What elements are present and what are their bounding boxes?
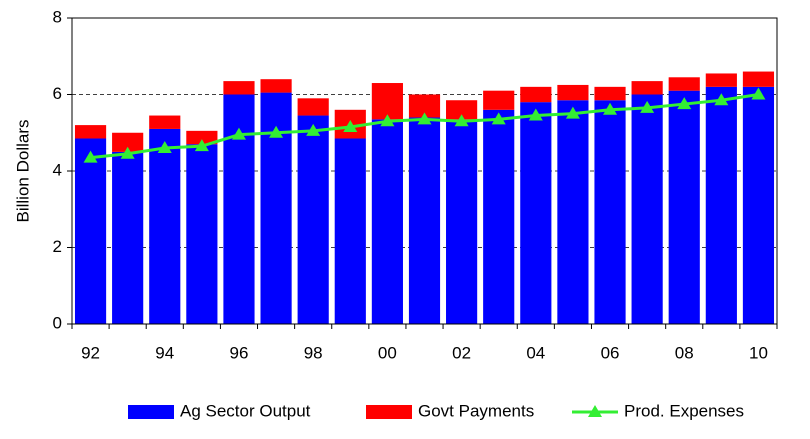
marker xyxy=(677,97,692,110)
bar-segment xyxy=(186,144,218,324)
marker xyxy=(231,127,246,140)
legend-label: Govt Payments xyxy=(418,401,534,420)
bar-segment xyxy=(446,119,478,324)
marker xyxy=(269,125,284,138)
marker xyxy=(751,87,766,100)
bar-segment xyxy=(668,77,700,91)
bar-segment xyxy=(631,81,663,95)
x-tick-label: 96 xyxy=(230,343,249,362)
bar-segment xyxy=(223,81,255,95)
marker xyxy=(491,112,506,125)
marker xyxy=(528,108,543,121)
bar-segment xyxy=(149,115,181,129)
bar-segment xyxy=(483,90,515,110)
bar-segment xyxy=(742,71,775,87)
marker xyxy=(640,100,655,113)
legend-marker xyxy=(588,405,602,417)
bar-segment xyxy=(594,100,626,324)
marker xyxy=(83,150,98,163)
marker xyxy=(157,141,172,154)
plot-frame xyxy=(71,17,778,325)
y-tick-label: 6 xyxy=(53,84,62,103)
y-axis-label: Billion Dollars xyxy=(13,120,32,223)
bar-segment xyxy=(631,94,663,324)
bar-segment xyxy=(112,151,144,324)
legend-label: Ag Sector Output xyxy=(180,401,311,420)
marker xyxy=(454,114,469,127)
bar-segment xyxy=(334,138,366,324)
bar-segment xyxy=(260,79,292,93)
legend-label: Prod. Expenses xyxy=(624,401,744,420)
bar-segment xyxy=(520,86,552,103)
bar-segment xyxy=(705,73,737,87)
marker xyxy=(120,146,135,159)
marker xyxy=(603,102,618,115)
bar-segment xyxy=(557,84,589,101)
x-tick-label: 98 xyxy=(304,343,323,362)
bar-segment xyxy=(557,100,589,324)
bar-segment xyxy=(594,86,626,101)
bar-segment xyxy=(705,86,737,324)
marker xyxy=(417,112,432,125)
x-tick-label: 92 xyxy=(81,343,100,362)
x-tick-label: 06 xyxy=(601,343,620,362)
marker xyxy=(380,114,395,127)
bar-segment xyxy=(74,125,107,139)
bar-segment xyxy=(520,102,552,325)
y-tick-label: 4 xyxy=(53,160,62,179)
x-tick-label: 02 xyxy=(452,343,471,362)
y-tick-label: 0 xyxy=(53,313,62,332)
bar-segment xyxy=(297,115,329,324)
bar-segment xyxy=(371,83,403,120)
marker xyxy=(714,93,729,106)
y-tick-label: 2 xyxy=(53,237,62,256)
legend-swatch xyxy=(366,405,412,419)
x-tick-label: 00 xyxy=(378,343,397,362)
bar-segment xyxy=(149,128,181,324)
x-tick-label: 04 xyxy=(526,343,545,362)
x-tick-label: 10 xyxy=(749,343,768,362)
bar-segment xyxy=(112,132,144,152)
bar-segment xyxy=(408,117,441,324)
bar-segment xyxy=(297,98,329,116)
marker xyxy=(306,123,321,136)
marker xyxy=(565,106,580,119)
x-tick-label: 94 xyxy=(155,343,174,362)
bar-segment xyxy=(446,100,478,120)
marker xyxy=(194,139,209,152)
bar-segment xyxy=(371,119,403,324)
bar-segment xyxy=(483,109,515,324)
marker xyxy=(343,120,358,133)
bar-segment xyxy=(408,94,441,118)
y-tick-label: 8 xyxy=(53,7,62,26)
bar-segment xyxy=(742,86,775,324)
legend-swatch xyxy=(128,405,174,419)
x-tick-label: 08 xyxy=(675,343,694,362)
bar-segment xyxy=(668,90,700,324)
bar-segment xyxy=(74,138,107,324)
bar-segment xyxy=(186,130,218,145)
